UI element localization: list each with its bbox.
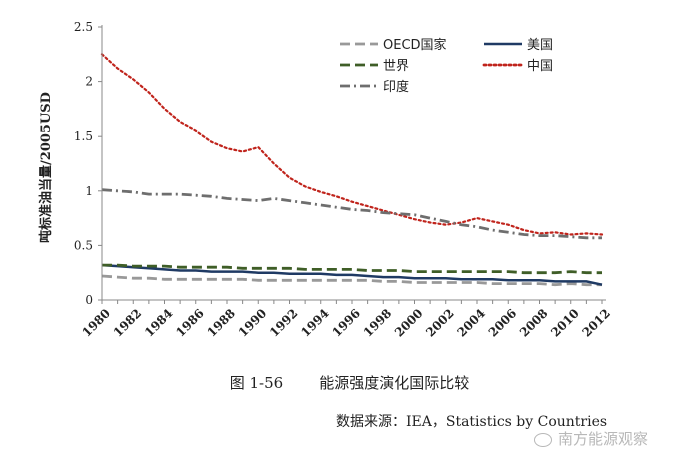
figure-caption: 图 1-56 能源强度演化国际比较 [0,372,699,393]
y-tick-label: 2.5 [74,20,93,34]
series-line [100,53,604,236]
x-tick-label: 1986 [173,306,207,340]
legend-label: 印度 [383,79,409,95]
x-tick-label: 2004 [455,306,489,340]
watermark: 南方能源观察 [534,428,648,449]
x-tick-label: 1996 [330,306,364,340]
y-axis-label: 吨标准油当量/2005USD [38,92,54,243]
y-tick-label: 0 [85,293,93,307]
wechat-icon [534,432,552,447]
y-tick-label: 1.5 [74,129,93,143]
legend-label: 美国 [527,38,553,53]
x-tick-label: 2000 [392,306,426,340]
x-tick-label: 1984 [142,306,176,340]
x-tick-label: 1998 [361,306,395,340]
x-tick-label: 1980 [80,306,114,340]
x-tick-label: 2008 [517,306,551,340]
x-tick-label: 1982 [111,306,145,340]
legend-label: OECD国家 [383,37,447,53]
x-tick-label: 2002 [423,306,457,340]
x-tick-label: 1988 [205,306,239,340]
source-note: 数据来源：IEA，Statistics by Countries [336,414,608,430]
x-tick-label: 1994 [298,306,332,340]
y-tick-label: 0.5 [74,238,93,252]
x-tick-label: 2012 [580,306,614,340]
legend-label: 中国 [527,59,553,74]
x-tick-label: 2006 [486,306,520,340]
series-line [101,274,602,287]
plot-area [100,53,604,287]
x-tick-label: 2010 [548,306,582,340]
series-line [101,263,603,286]
legend-label: 世界 [383,59,409,74]
watermark-text: 南方能源观察 [558,430,649,448]
y-tick-label: 2 [85,75,93,89]
x-tick-label: 1990 [236,306,270,340]
line-chart: 0 0.5 1 1.5 2 2.5 1980198219841986198819901992… [38,20,614,340]
figure-number: 图 1-56 [229,374,284,392]
figure-title: 能源强度演化国际比较 [319,374,470,392]
series-line [101,188,602,240]
x-tick-label: 1992 [267,306,301,340]
series-line [102,263,602,275]
y-tick-label: 1 [85,184,93,198]
